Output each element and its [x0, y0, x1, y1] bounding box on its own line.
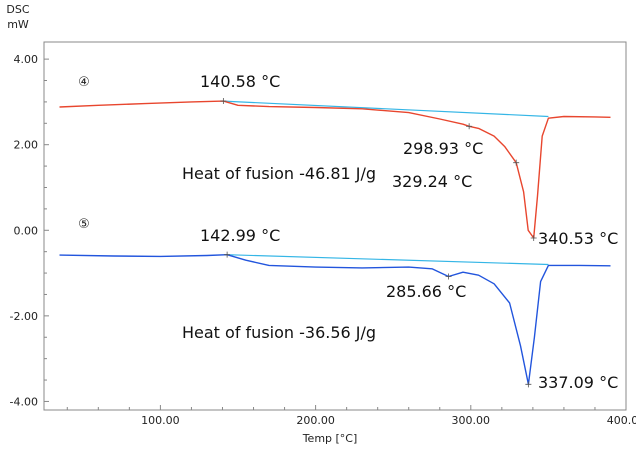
annotation-point-marker	[466, 123, 473, 130]
annotation-point-marker	[445, 273, 452, 280]
y-axis-label-line2: mW	[7, 18, 29, 31]
plot-frame	[43, 41, 627, 411]
series-marker-5: ⑤	[78, 217, 90, 232]
annotation-onset-blue: 142.99 °C	[200, 226, 280, 245]
y-tick-label: 4.00	[14, 53, 39, 66]
series-line-2	[59, 253, 611, 385]
annotation-peak1-red: 298.93 °C	[403, 139, 483, 158]
y-axis-label-line1: DSC	[6, 3, 29, 16]
series-marker-4: ④	[78, 75, 90, 90]
annotation-peak1-blue: 285.66 °C	[386, 282, 466, 301]
annotation-point-marker	[513, 159, 520, 166]
y-tick-label: 2.00	[14, 139, 39, 152]
annotation-point-marker	[525, 381, 532, 388]
annotation-point-marker	[220, 98, 227, 105]
annotation-peak3-red: 340.53 °C	[538, 229, 618, 248]
y-tick-label: 0.00	[14, 224, 39, 237]
series-line-1	[59, 100, 611, 239]
annotation-point-marker	[530, 234, 537, 241]
series-layer	[59, 98, 611, 388]
annotation-heat-red: Heat of fusion -46.81 J/g	[182, 164, 376, 183]
axis-ticks: 100.00 200.00 300.00 400.00 4.00 2.00 0.00 -2.0…	[10, 53, 636, 427]
x-tick-label: 200.00	[296, 414, 335, 427]
annotation-peak2-blue: 337.09 °C	[538, 373, 618, 392]
annotation-heat-blue: Heat of fusion -36.56 J/g	[182, 323, 376, 342]
x-tick-label: 100.00	[141, 414, 180, 427]
annotation-point-marker	[224, 251, 231, 258]
baseline-line-2	[227, 254, 549, 266]
x-tick-label: 300.00	[452, 414, 491, 427]
y-tick-label: -4.00	[10, 395, 38, 408]
baseline-line-1	[223, 100, 549, 118]
annotation-peak2-red: 329.24 °C	[392, 172, 472, 191]
x-axis-label: Temp [°C]	[302, 432, 358, 445]
x-tick-label: 400.00	[607, 414, 636, 427]
y-tick-label: -2.00	[10, 310, 38, 323]
annotation-onset-red: 140.58 °C	[200, 72, 280, 91]
